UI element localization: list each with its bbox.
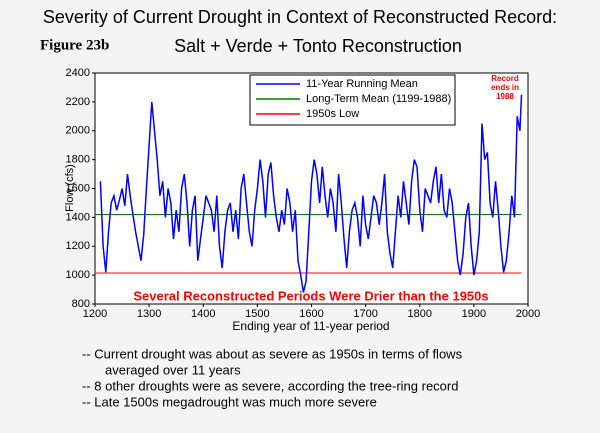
x-tick-label: 1800 — [408, 308, 432, 320]
y-tick-label: 1400 — [66, 211, 90, 223]
note: -- Late 1500s megadrought was much more … — [82, 394, 377, 409]
y-tick-label: 1600 — [66, 182, 90, 194]
y-tick-label: 2200 — [66, 96, 90, 108]
note: -- 8 other droughts were as severe, acco… — [82, 378, 458, 393]
x-tick-label: 2000 — [516, 308, 540, 320]
x-tick-label: 1900 — [462, 308, 486, 320]
x-tick-label: 1200 — [83, 308, 107, 320]
y-tick-label: 1200 — [66, 240, 90, 252]
annotation: ends in — [491, 83, 519, 92]
y-tick-label: 1000 — [66, 269, 90, 281]
note: averaged over 11 years — [105, 362, 241, 377]
x-tick-label: 1500 — [245, 308, 269, 320]
legend-label: 11-Year Running Mean — [306, 78, 418, 90]
annotation: Record — [491, 74, 519, 83]
x-tick-label: 1700 — [353, 308, 377, 320]
figure-label: Figure 23b — [40, 37, 109, 53]
y-axis-label: Flow (cfs) — [64, 164, 76, 212]
x-tick-label: 1400 — [191, 308, 215, 320]
y-tick-label: 2400 — [66, 67, 90, 79]
y-tick-label: 800 — [72, 298, 90, 310]
x-tick-label: 1300 — [137, 308, 161, 320]
note: -- Current drought was about as severe a… — [82, 346, 463, 361]
legend-label: Long-Term Mean (1199-1988) — [306, 93, 451, 105]
banner: Several Reconstructed Periods Were Drier… — [133, 288, 488, 303]
y-tick-label: 2000 — [66, 125, 90, 137]
series-line — [99, 94, 523, 293]
x-axis-label: Ending year of 11-year period — [232, 319, 389, 333]
chart-title: Severity of Current Drought in Context o… — [43, 7, 557, 27]
x-tick-label: 1600 — [299, 308, 323, 320]
chart-subtitle: Salt + Verde + Tonto Reconstruction — [174, 36, 462, 56]
y-tick-label: 1800 — [66, 154, 90, 166]
annotation: 1988 — [496, 92, 514, 101]
legend-label: 1950s Low — [306, 108, 359, 120]
